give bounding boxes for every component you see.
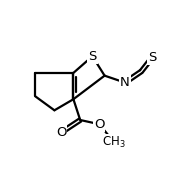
Text: CH$_3$: CH$_3$ [102, 135, 126, 150]
Text: N: N [120, 76, 130, 89]
Text: O: O [56, 126, 66, 139]
Text: S: S [148, 51, 156, 64]
Text: O: O [94, 118, 104, 131]
Text: S: S [88, 50, 97, 63]
